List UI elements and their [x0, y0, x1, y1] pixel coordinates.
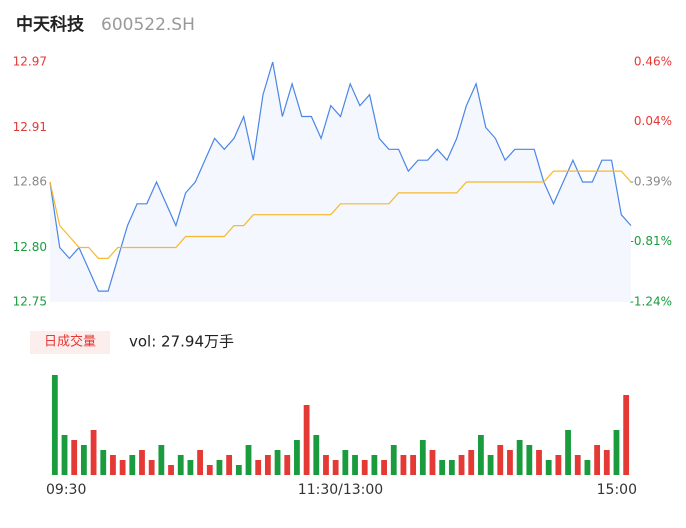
volume-bar	[158, 445, 165, 475]
volume-bar	[216, 460, 223, 475]
y-tick-label: 12.75	[13, 295, 47, 309]
volume-bar	[371, 455, 378, 475]
volume-bar	[255, 460, 262, 475]
volume-bar	[168, 465, 174, 475]
volume-bar	[61, 435, 68, 475]
y-tick-label: 12.97	[13, 55, 47, 69]
stock-code: 600522.SH	[101, 15, 195, 35]
volume-bar	[139, 450, 145, 475]
volume-bar	[332, 460, 339, 475]
volume-bar	[235, 465, 242, 475]
volume-total: vol: 27.94万手	[129, 333, 234, 351]
x-tick-label: 09:30	[46, 482, 86, 498]
volume-bar	[516, 440, 523, 475]
volume-bar	[197, 450, 203, 475]
volume-bar	[400, 455, 407, 475]
y-tick-label: 12.80	[13, 240, 47, 254]
volume-bar	[545, 460, 552, 475]
volume-bar	[613, 430, 620, 475]
volume-bar	[468, 450, 475, 475]
volume-bar	[303, 405, 310, 475]
volume-tag-bg	[30, 331, 110, 354]
volume-bar	[245, 445, 252, 475]
volume-bar	[584, 460, 591, 475]
y-tick-label: 12.86	[13, 175, 47, 189]
volume-bar	[555, 455, 562, 475]
x-tick-label: 11:30/13:00	[298, 482, 383, 498]
volume-bar	[439, 460, 446, 475]
stock-name: 中天科技	[16, 14, 85, 35]
volume-bar	[51, 375, 58, 475]
average-line	[49, 170, 632, 259]
volume-bar	[284, 455, 291, 475]
volume-bar	[487, 455, 494, 475]
y2-tick-label: 0.04%	[634, 114, 672, 128]
volume-bar	[507, 450, 513, 475]
y2-tick-label: 0.46%	[634, 55, 672, 69]
y-tick-label: 12.91	[13, 120, 47, 134]
volume-bar	[323, 455, 329, 475]
volume-bar	[294, 440, 300, 475]
x-tick-label: 15:00	[597, 482, 637, 498]
volume-bar	[71, 440, 78, 475]
volume-bar	[361, 460, 368, 475]
volume-tag: 日成交量	[44, 334, 96, 350]
volume-bar	[342, 450, 349, 475]
volume-bar	[206, 465, 213, 475]
volume-bar	[497, 445, 504, 475]
volume-bar	[264, 455, 271, 475]
volume-bar	[187, 460, 194, 475]
volume-bar	[390, 445, 397, 475]
volume-bar	[148, 460, 155, 475]
volume-bar	[478, 435, 484, 475]
volume-bar	[536, 450, 542, 475]
volume-bar	[90, 430, 97, 475]
volume-bar	[448, 460, 455, 475]
volume-bar	[274, 450, 281, 475]
volume-bar	[119, 460, 126, 475]
volume-bar	[574, 455, 581, 475]
volume-bar	[80, 445, 87, 475]
volume-bar	[177, 455, 184, 475]
volume-bar	[110, 455, 116, 475]
y2-tick-label: -0.81%	[630, 234, 672, 248]
volume-bar	[100, 450, 107, 475]
volume-bar	[594, 445, 601, 475]
volume-bar	[458, 455, 465, 475]
volume-bar	[129, 455, 136, 475]
price-line	[49, 61, 632, 292]
price-area	[50, 62, 631, 302]
volume-bar	[226, 455, 233, 475]
volume-bar	[381, 460, 387, 475]
volume-bar	[603, 450, 610, 475]
y2-tick-label: -1.24%	[630, 295, 672, 309]
volume-bar	[526, 445, 533, 475]
volume-bar	[429, 450, 436, 475]
volume-bar	[410, 455, 417, 475]
volume-bar	[419, 440, 426, 475]
volume-bar	[623, 395, 630, 475]
y2-tick-label: -0.39%	[630, 175, 672, 189]
volume-bar	[565, 430, 571, 475]
volume-bar	[313, 435, 320, 475]
volume-bar	[352, 455, 358, 475]
